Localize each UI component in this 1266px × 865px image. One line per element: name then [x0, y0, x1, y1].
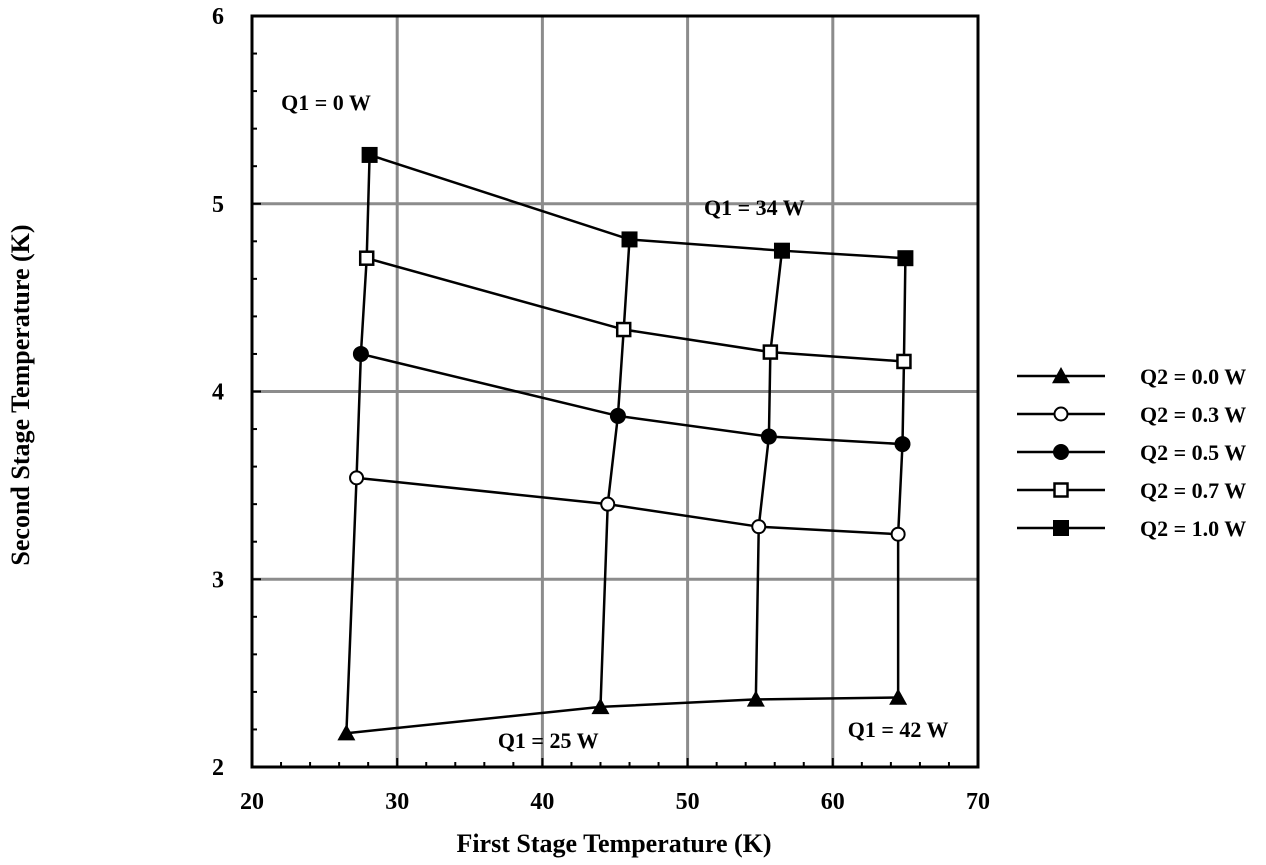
x-tick-label: 40 [530, 789, 554, 815]
data-point [337, 724, 356, 741]
annotation-label: Q1 = 0 W [281, 90, 371, 115]
data-point [762, 344, 779, 360]
series-lines [345, 153, 907, 735]
legend-label: Q2 = 1.0 W [1140, 516, 1246, 541]
data-point [890, 526, 906, 542]
series-markers [337, 146, 914, 741]
data-point [349, 470, 365, 486]
data-point [897, 250, 914, 267]
legend: Q2 = 0.0 W Q2 = 0.3 W Q2 = 0.5 W Q2 = 0.7 W… [1017, 364, 1246, 541]
legend-item: Q2 = 0.7 W [1017, 478, 1246, 503]
q1-constant-line-1 [599, 239, 631, 707]
data-point [621, 231, 638, 248]
legend-marker [1053, 444, 1069, 460]
series-line-4 [369, 153, 906, 260]
q1-constant-line-2 [754, 250, 784, 700]
data-point [760, 428, 777, 445]
data-point [609, 407, 626, 424]
y-tick-labels: 2 3 4 5 6 [212, 4, 224, 781]
data-point [591, 697, 610, 715]
y-tick-label: 6 [212, 4, 224, 30]
legend-label: Q2 = 0.7 W [1140, 478, 1246, 503]
legend-item: Q2 = 0.3 W [1017, 402, 1246, 427]
y-tick-label: 2 [212, 755, 224, 781]
data-point [896, 353, 912, 370]
series-line-1 [356, 476, 899, 536]
data-point [600, 496, 616, 512]
x-axis-label: First Stage Temperature (K) [456, 829, 771, 858]
data-point [894, 436, 911, 453]
annotation-label: Q1 = 42 W [848, 717, 949, 742]
grid [252, 16, 978, 767]
legend-marker [1053, 482, 1069, 498]
annotation-label: Q1 = 25 W [498, 728, 599, 753]
legend-marker [1052, 367, 1070, 384]
legend-marker [1053, 406, 1069, 422]
data-point [361, 146, 378, 163]
series-line-0 [346, 696, 899, 735]
annotations: Q1 = 0 W Q1 = 34 W Q1 = 25 W Q1 = 42 W [281, 90, 948, 753]
x-tick-label: 60 [821, 789, 845, 815]
series-line-2 [360, 352, 903, 446]
x-tick-label: 70 [966, 789, 990, 815]
data-point [358, 250, 375, 266]
x-tick-label: 50 [676, 789, 700, 815]
minor-ticks [252, 52, 950, 767]
data-point [889, 688, 908, 705]
x-tick-labels: 20 30 40 50 60 70 [240, 789, 990, 815]
legend-item: Q2 = 0.5 W [1017, 440, 1246, 465]
legend-label: Q2 = 0.5 W [1140, 440, 1246, 465]
y-tick-label: 5 [212, 192, 224, 218]
data-point [773, 242, 790, 259]
q1-constant-line-0 [345, 154, 371, 734]
data-point [746, 690, 765, 707]
x-tick-label: 20 [240, 789, 264, 815]
legend-item: Q2 = 1.0 W [1017, 516, 1246, 541]
major-ticks [251, 15, 979, 768]
data-point [615, 321, 632, 338]
series-line-3 [366, 256, 905, 363]
y-axis-label: Second Stage Temperature (K) [6, 224, 35, 565]
data-point [352, 345, 369, 362]
annotation-label: Q1 = 34 W [704, 195, 805, 220]
x-tick-label: 30 [385, 789, 409, 815]
legend-label: Q2 = 0.3 W [1140, 402, 1246, 427]
q1-constant-line-3 [896, 258, 907, 698]
y-tick-label: 4 [212, 380, 224, 406]
y-tick-label: 3 [212, 567, 224, 593]
legend-label: Q2 = 0.0 W [1140, 364, 1246, 389]
data-point [751, 519, 767, 535]
legend-item: Q2 = 0.0 W [1017, 364, 1246, 389]
legend-marker [1053, 520, 1069, 536]
